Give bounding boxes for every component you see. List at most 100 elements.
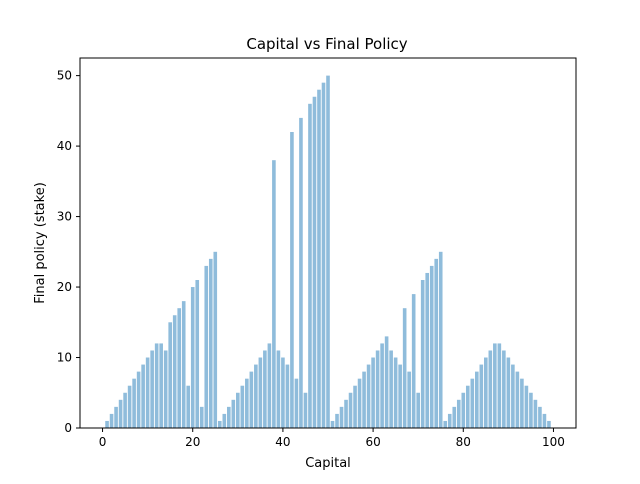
bar-12 [154,343,159,428]
bar-58 [362,371,366,428]
bar-98 [542,413,547,428]
bar-66 [398,364,402,428]
bar-57 [357,378,362,428]
bar-17 [177,308,182,428]
x-tick-label-20: 20 [185,435,200,449]
bar-79 [456,399,461,428]
bar-91 [511,364,515,428]
bar-93 [520,378,524,428]
bar-59 [366,364,371,428]
bar-97 [538,406,542,428]
bar-5 [123,392,127,428]
bar-29 [231,399,236,428]
bar-41 [285,364,290,428]
x-tick-label-60: 60 [365,435,380,449]
bar-76 [443,420,448,428]
bar-81 [465,385,470,428]
bar-30 [236,392,240,428]
bar-7 [132,378,136,428]
bar-71 [420,280,425,428]
bar-92 [515,371,520,428]
bar-77 [447,413,452,428]
bar-2 [109,413,114,428]
bar-42 [290,132,294,428]
bar-4 [118,399,123,428]
plot-frame [79,57,577,429]
bar-65 [393,357,398,428]
bar-56 [353,385,357,428]
y-axis-ticks: 0 10 20 30 40 50 [57,69,80,435]
bar-94 [524,385,529,428]
bar-75 [438,251,443,428]
x-tick-label-40: 40 [275,435,290,449]
bar-39 [276,350,281,428]
bar-11 [150,350,154,428]
bars-group [105,75,551,429]
bar-49 [321,82,326,429]
bar-89 [502,350,506,428]
bar-8 [136,371,141,428]
bar-15 [168,322,172,428]
bar-67 [402,308,407,428]
x-axis-ticks: 0 20 40 60 80 100 [99,428,565,449]
bar-13 [159,343,163,428]
bar-22 [199,406,204,428]
bar-52 [335,413,339,428]
bar-78 [452,406,457,428]
bar-24 [208,258,213,428]
bar-21 [195,280,200,428]
bar-73 [429,265,434,428]
bar-6 [127,385,132,428]
bar-23 [204,265,209,428]
bar-63 [384,336,389,428]
y-tick-label-30: 30 [57,210,72,224]
bar-96 [533,399,538,428]
bar-64 [389,350,393,428]
bar-72 [425,272,430,428]
bar-62 [380,343,384,428]
bar-69 [411,294,416,428]
bar-53 [339,406,344,428]
bar-68 [407,371,411,428]
bar-27 [222,413,227,428]
bar-61 [375,350,380,428]
bar-82 [470,378,475,428]
y-tick-label-0: 0 [64,421,72,435]
bar-43 [294,378,299,428]
x-tick-label-0: 0 [99,435,107,449]
bar-90 [506,357,511,428]
y-tick-label-20: 20 [57,280,72,294]
bar-45 [303,392,308,428]
bar-83 [475,371,479,428]
bar-36 [263,350,267,428]
bar-28 [227,406,231,428]
bar-9 [141,364,145,428]
bar-48 [317,89,321,429]
bar-99 [547,420,551,428]
y-tick-label-10: 10 [57,351,72,365]
bar-84 [479,364,484,428]
bar-86 [488,350,493,428]
bar-44 [299,117,303,429]
bar-1 [105,420,109,428]
bar-37 [267,343,272,428]
y-tick-label-40: 40 [57,139,72,153]
bar-80 [461,392,466,428]
bar-60 [371,357,375,428]
bar-74 [434,258,439,428]
bar-54 [344,399,348,428]
bar-18 [181,301,186,428]
bar-55 [348,392,353,428]
bar-38 [272,160,276,428]
bar-3 [114,406,118,428]
bar-87 [493,343,497,428]
bar-16 [172,315,177,428]
bar-88 [497,343,502,428]
bar-34 [254,364,258,428]
bar-47 [312,96,317,428]
chart-title: Capital vs Final Policy [246,35,407,53]
x-tick-label-80: 80 [456,435,471,449]
bar-26 [217,420,222,428]
